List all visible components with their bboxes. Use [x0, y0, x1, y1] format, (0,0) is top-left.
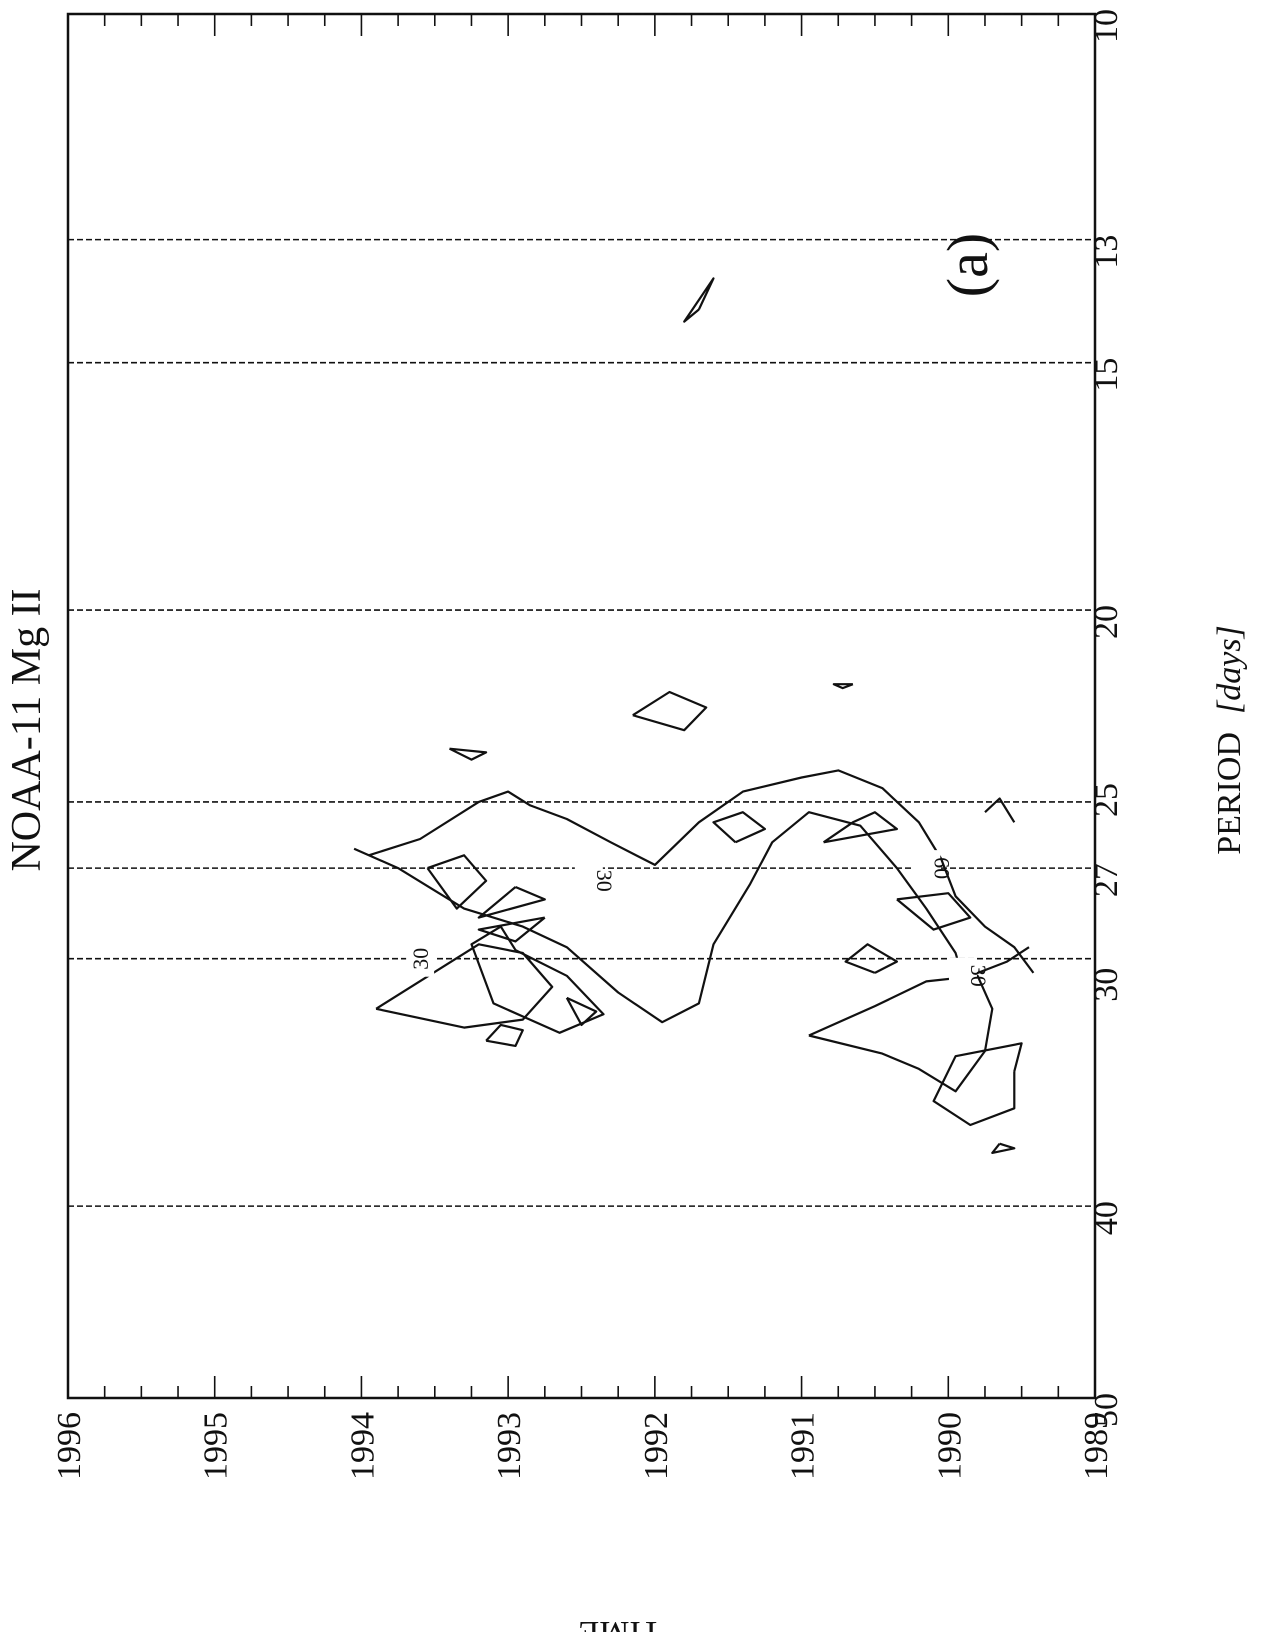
contour-line — [470, 925, 605, 1034]
contour-line — [426, 854, 488, 910]
plot-frame — [66, 12, 1097, 1400]
contour-lines — [353, 277, 1035, 1154]
period-tick-label: 27 — [1088, 863, 1125, 897]
contour-line — [832, 683, 854, 690]
time-tick-label: 1992 — [638, 1412, 675, 1480]
contour-line — [565, 996, 598, 1026]
contour-line — [844, 943, 898, 974]
x-axis-unit: [days] — [1211, 625, 1248, 714]
contour-line — [477, 916, 546, 943]
period-tick-label: 13 — [1088, 235, 1125, 269]
contour-label-bg — [406, 940, 435, 977]
axis-ticks — [67, 14, 1096, 1398]
period-tick-label: 15 — [1088, 358, 1125, 392]
panel-label: (a) — [935, 233, 1000, 297]
contour-line — [449, 747, 488, 761]
time-tick-label: 1990 — [931, 1412, 968, 1480]
contour-line — [896, 892, 972, 931]
period-tick-label: 25 — [1088, 783, 1125, 817]
time-tick-label: 1995 — [198, 1412, 235, 1480]
contour-line — [808, 974, 994, 1093]
reference-period-lines — [68, 13, 1095, 1207]
contour-line — [485, 1023, 524, 1047]
time-tick-label: 1996 — [51, 1412, 88, 1480]
contour-line — [984, 797, 1016, 823]
contour-line — [932, 1042, 1023, 1127]
contour-label-bg — [912, 850, 941, 887]
contour-line — [368, 769, 1035, 974]
contour-label-bg — [948, 957, 977, 994]
contour-line — [375, 943, 554, 1029]
contour-level-label: 30 — [966, 965, 991, 987]
time-tick-label: 1991 — [785, 1412, 822, 1480]
contour-label-bg — [574, 862, 603, 899]
period-tick-label: 40 — [1088, 1201, 1125, 1235]
contour-line — [477, 885, 546, 919]
period-tick-label: 10 — [1088, 9, 1125, 43]
chart-title: NOAA-11 Mg II — [4, 588, 50, 871]
contour-line — [683, 277, 715, 323]
contour-labels: 30 30 60 30 — [406, 850, 991, 994]
time-tick-label: 1994 — [344, 1412, 381, 1480]
tick-labels: 1989 1990 1991 1992 1993 1994 1995 1996 50 40 30 27… — [51, 9, 1125, 1480]
x-axis-title: PERIOD [days] — [1211, 625, 1248, 855]
contour-line — [712, 811, 766, 844]
contour-level-label: 30 — [592, 870, 617, 892]
period-tick-label: 20 — [1088, 605, 1125, 639]
y-axis-title: TIME — [578, 1614, 661, 1632]
time-tick-label: 1989 — [1078, 1412, 1115, 1480]
annotations: NOAA-11 Mg II (a) PERIOD [days] TIME — [4, 233, 1248, 1632]
contour-level-label: 30 — [408, 948, 433, 970]
period-tick-label: 30 — [1088, 968, 1125, 1002]
plot-border — [66, 12, 1097, 1400]
contour-line — [632, 690, 708, 732]
x-axis-label: PERIOD — [1211, 732, 1248, 855]
time-tick-label: 1993 — [491, 1412, 528, 1480]
contour-line — [822, 811, 898, 844]
contour-line — [991, 1142, 1016, 1154]
contour-level-label: 60 — [929, 857, 954, 879]
period-tick-label: 50 — [1088, 1393, 1125, 1427]
contour-line — [353, 811, 1030, 1024]
